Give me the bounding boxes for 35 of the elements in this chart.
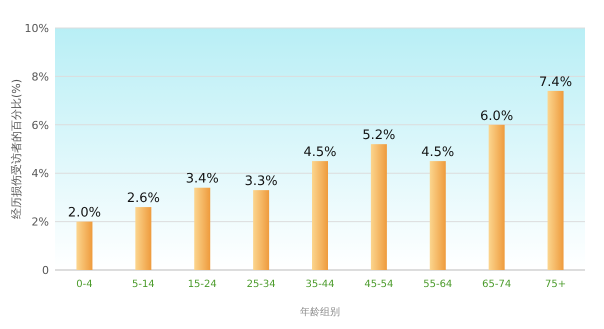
bar (430, 161, 446, 270)
x-axis-title: 年龄组别 (300, 306, 340, 318)
x-tick-label: 15-24 (188, 279, 217, 290)
x-tick-label: 25-34 (246, 279, 276, 290)
data-label: 4.5% (421, 145, 454, 160)
data-label: 4.5% (303, 145, 337, 160)
x-tick-label: 65-74 (482, 279, 512, 290)
bar (253, 190, 270, 270)
y-tick-label: 0 (42, 264, 49, 277)
x-tick-label: 0-4 (76, 279, 93, 290)
data-label: 2.6% (126, 191, 160, 206)
data-label: 7.4% (539, 74, 572, 90)
bar (370, 144, 387, 270)
data-label: 5.2% (362, 128, 396, 144)
bar (312, 161, 328, 270)
bar (548, 90, 564, 270)
data-label: 6.0% (480, 108, 514, 124)
y-axis-title: 经历损伤受访者的百分比(%) (10, 78, 23, 220)
y-tick-label: 6% (32, 118, 49, 132)
bar (488, 124, 505, 270)
y-tick-label: 10% (24, 22, 49, 35)
data-label: 2.0% (68, 206, 101, 221)
x-tick-label: 5-14 (132, 279, 155, 290)
y-tick-label: 2% (32, 216, 49, 229)
y-tick-label: 4% (32, 167, 49, 180)
x-tick-label: 55-64 (423, 279, 452, 290)
y-tick-label: 8% (32, 70, 49, 84)
data-label: 3.3% (244, 174, 278, 190)
bar (135, 207, 152, 270)
x-tick-label: 75+ (545, 279, 566, 290)
x-tick-label: 35-44 (305, 279, 335, 290)
bar (76, 222, 92, 270)
bar (194, 188, 210, 270)
data-label: 3.4% (186, 172, 219, 187)
x-tick-label: 45-54 (364, 279, 394, 290)
